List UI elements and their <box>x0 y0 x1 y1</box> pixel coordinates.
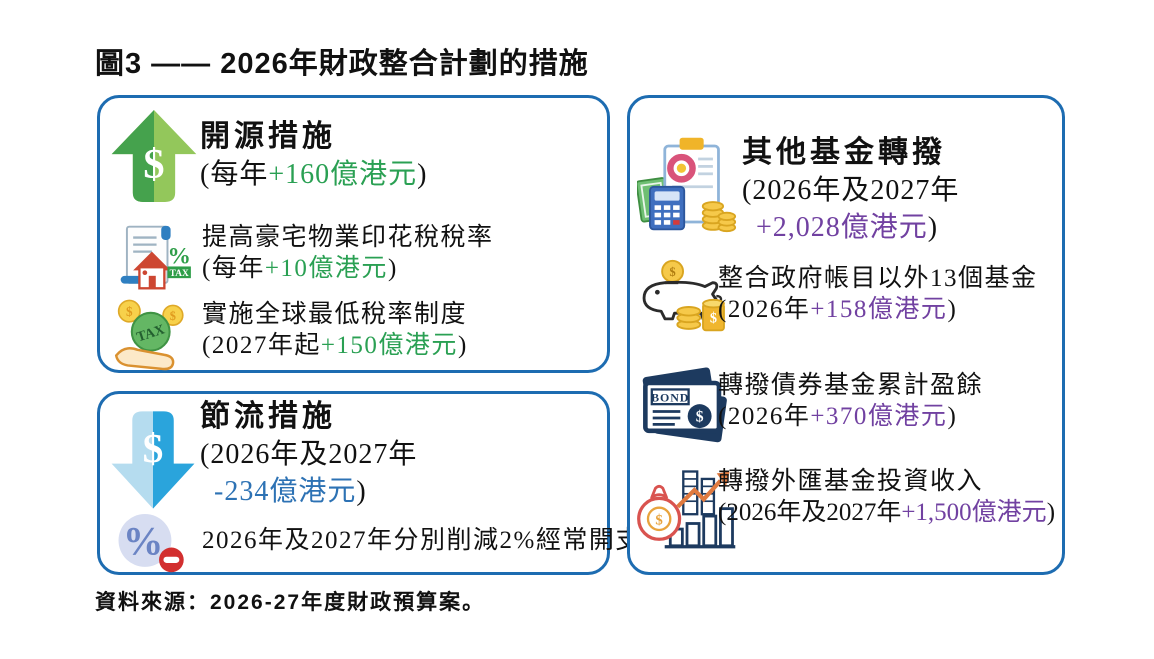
amount-prefix: (2027年起 <box>202 332 321 359</box>
revenue-item-2-text: 實施全球最低稅率制度 (2027年起+150億港元) <box>202 299 468 361</box>
revenue-measures-box: $ 開源措施 (每年+160億港元) % TAX 提高豪宅物業印花稅稅率 (每年… <box>97 95 610 373</box>
down-arrow-dollar-icon: $ <box>111 411 195 509</box>
saving-heading: 節流措施 <box>200 400 336 433</box>
amount-value: +370億港元 <box>810 403 948 430</box>
dollar-glyph: $ <box>655 512 662 528</box>
dollar-glyph: $ <box>143 425 164 471</box>
tax-glyph: TAX <box>170 269 189 279</box>
item-line2: (2026年+370億港元) <box>718 401 983 432</box>
saving-header-text: 節流措施 (2026年及2027年 -234億港元) <box>200 398 417 510</box>
amount-suffix: ) <box>927 212 939 243</box>
amount-suffix: ) <box>947 296 958 323</box>
saving-measures-box: $ 節流措施 (2026年及2027年 -234億港元) % 2026年及202… <box>97 391 640 575</box>
item-line2: (2027年起+150億港元) <box>202 330 468 361</box>
transfer-item-1-text: 整合政府帳目以外13個基金 (2026年+158億港元) <box>718 263 1038 325</box>
revenue-header-text: 開源措施 (每年+160億港元) <box>200 118 427 193</box>
amount-prefix: (2026年及2027年 <box>718 499 902 526</box>
bond-certificates-icon: BOND $ <box>642 367 727 443</box>
amount-value: +150億港元 <box>320 332 458 359</box>
item-line1: 提高豪宅物業印花稅稅率 <box>202 224 494 251</box>
saving-item-1-text: 2026年及2027年分別削減2%經常開支 <box>202 525 642 556</box>
percent-minus-icon: % <box>118 514 184 573</box>
up-arrow-dollar-icon: $ <box>111 110 197 202</box>
amount-value: +160億港元 <box>268 159 418 190</box>
item-line2: (2026年及2027年+1,500億港元) <box>718 497 1055 528</box>
amount-value: +10億港元 <box>264 255 388 282</box>
amount-value: +1,500億港元 <box>901 499 1047 526</box>
amount-suffix: ) <box>356 476 367 507</box>
fund-transfer-box: 其他基金轉撥 (2026年及2027年 +2,028億港元) $ $ 整合政府帳… <box>627 95 1065 575</box>
percent-glyph: % <box>123 519 164 564</box>
clipboard-calculator-funds-icon <box>637 137 737 233</box>
transfer-heading: 其他基金轉撥 <box>742 136 946 169</box>
item-line1: 轉撥外匯基金投資收入 <box>718 468 984 495</box>
item-line1: 整合政府帳目以外13個基金 <box>718 265 1038 292</box>
source-note: 資料來源：2026-27年度財政預算案。 <box>95 591 486 614</box>
revenue-item-1-text: 提高豪宅物業印花稅稅率 (每年+10億港元) <box>202 222 494 284</box>
saving-amount-line2: -234億港元) <box>200 473 417 510</box>
amount-value: -234億港元 <box>214 476 357 507</box>
piggy-bank-coins-icon: $ $ <box>642 259 725 332</box>
percent-glyph: % <box>167 243 190 269</box>
dollar-glyph: $ <box>126 304 133 319</box>
amount-prefix: (2026年 <box>718 296 811 323</box>
dollar-glyph: $ <box>143 141 164 188</box>
amount-suffix: ) <box>1046 499 1056 526</box>
amount-suffix: ) <box>457 332 468 359</box>
transfer-amount-line1: (2026年及2027年 <box>742 175 960 206</box>
figure-title: 圖3 —— 2026年財政整合計劃的措施 <box>95 48 589 80</box>
dollar-glyph: $ <box>170 309 176 323</box>
item-line1: 實施全球最低稅率制度 <box>202 301 468 328</box>
bond-glyph: BOND <box>651 390 689 404</box>
transfer-header-text: 其他基金轉撥 (2026年及2027年 +2,028億港元) <box>742 134 959 246</box>
amount-suffix: ) <box>947 403 958 430</box>
amount-prefix: (每年 <box>200 159 269 190</box>
transfer-item-2-text: 轉撥債券基金累計盈餘 (2026年+370億港元) <box>718 370 983 432</box>
money-bag-chart-icon: $ <box>637 470 736 549</box>
dollar-glyph: $ <box>696 409 704 426</box>
item-line1: 2026年及2027年分別削減2%經常開支 <box>202 527 642 554</box>
saving-amount-line1: (2026年及2027年 <box>200 439 418 470</box>
item-line1: 轉撥債券基金累計盈餘 <box>718 372 984 399</box>
amount-prefix: (2026年 <box>718 403 811 430</box>
amount-value: +2,028億港元 <box>756 212 928 243</box>
amount-suffix: ) <box>387 255 398 282</box>
dollar-glyph: $ <box>710 311 717 327</box>
amount-value: +158億港元 <box>810 296 948 323</box>
revenue-heading: 開源措施 <box>200 120 336 153</box>
hand-coins-tax-icon: $ $ TAX <box>114 299 184 371</box>
stamp-duty-tax-icon: % TAX <box>120 225 191 290</box>
transfer-amount-line2: +2,028億港元) <box>742 209 959 246</box>
dollar-glyph: $ <box>669 265 675 279</box>
item-line2: (每年+10億港元) <box>202 253 494 284</box>
item-line2: (2026年+158億港元) <box>718 294 1038 325</box>
transfer-item-3-text: 轉撥外匯基金投資收入 (2026年及2027年+1,500億港元) <box>718 466 1055 528</box>
revenue-amount-line: (每年+160億港元) <box>200 156 427 193</box>
amount-suffix: ) <box>417 159 428 190</box>
amount-prefix: (每年 <box>202 255 265 282</box>
